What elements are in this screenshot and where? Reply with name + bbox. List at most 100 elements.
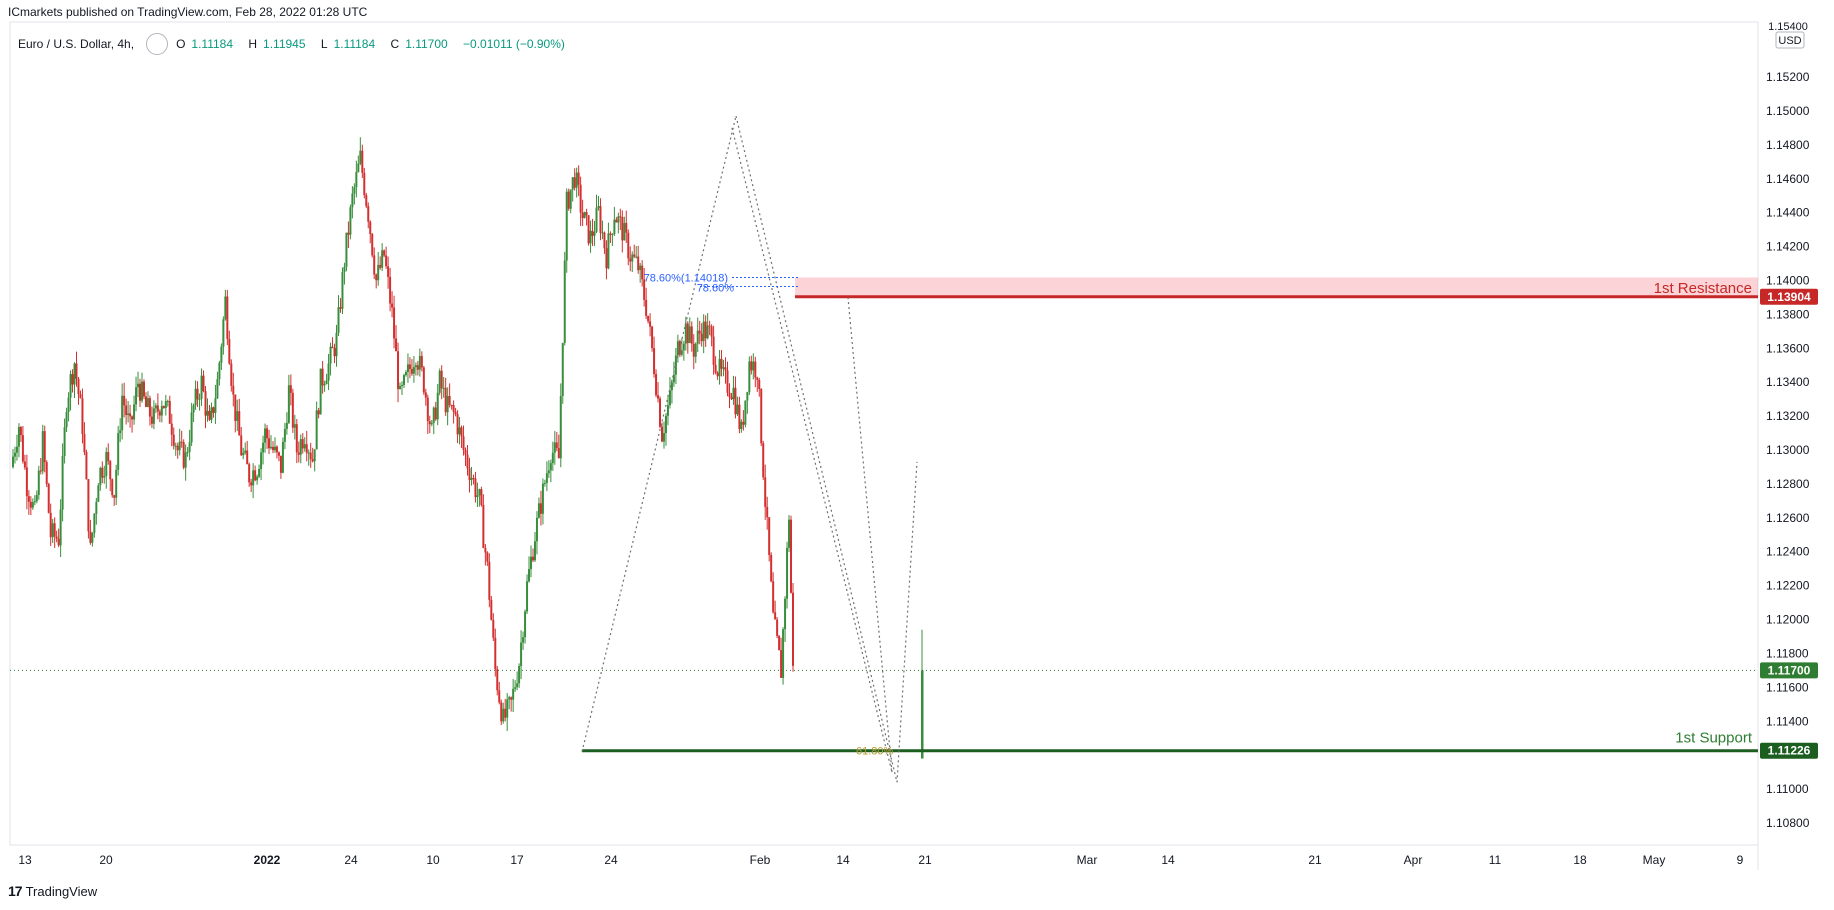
candle [442,376,445,398]
candle [551,441,554,471]
price-tick: 1.14200 [1766,240,1810,254]
candle [404,370,407,377]
candle [117,425,120,476]
candle [154,403,157,414]
candle [206,398,209,422]
candle [129,404,132,428]
price-chart[interactable]: 1st Resistance 1st Support 78.60%(1.14018)… [0,0,1834,870]
candle [238,398,241,436]
candle [476,482,479,508]
candle [95,497,98,525]
candle [85,449,88,480]
candle [73,362,76,399]
candle [593,220,596,246]
candle [728,383,731,409]
candle [270,435,273,450]
candle [123,382,126,418]
candle [635,246,638,259]
candle [776,617,779,639]
candle [754,356,757,388]
candle [643,268,646,307]
candle [375,273,378,289]
candle [115,464,118,506]
candle [343,262,346,285]
candle [428,415,431,434]
price-tick: 1.12200 [1766,579,1810,593]
candle [605,240,608,280]
price-axis[interactable]: 1.15400 USD 1.15200 1.15000 1.14800 1.14600 1.… [1760,21,1818,830]
candle [53,517,56,548]
candle [287,374,290,425]
candle [325,373,328,385]
chart-frame [9,21,1759,870]
candle [617,212,620,234]
candle [180,430,183,448]
candle [456,410,459,444]
candle [210,402,213,424]
candle [670,379,673,404]
candle [623,216,626,241]
candle [77,377,80,405]
candle [484,543,487,566]
price-tick: 1.13600 [1766,341,1810,355]
candle [331,337,334,349]
candle [784,596,787,642]
candle [700,323,703,347]
candle [15,434,18,461]
candle [438,368,441,396]
candle [774,600,777,620]
candle [351,186,354,219]
candle [133,395,136,425]
svg-text:1.11226: 1.11226 [1768,744,1811,758]
candle [637,245,640,274]
candle [216,371,219,399]
candle [690,321,693,352]
svg-text:1.11700: 1.11700 [1768,663,1811,677]
candle [75,351,78,387]
candle [160,400,163,423]
candle [156,393,159,420]
candle [607,222,610,270]
candle [520,630,523,680]
candle [321,361,324,394]
candle [426,394,429,434]
candle [170,413,173,447]
price-tick: 1.12600 [1766,511,1810,525]
candle [47,482,50,514]
candle [347,221,350,249]
time-tick: 21 [1308,853,1322,867]
candle [252,463,255,499]
price-tick: 1.11600 [1766,680,1809,694]
time-tick: 21 [918,853,932,867]
candle [256,474,259,485]
currency-label: USD [1778,35,1801,47]
candle [307,449,310,466]
candle [653,336,656,378]
candle [408,357,411,379]
candle [79,390,82,399]
candle [127,401,130,423]
candle [311,447,314,463]
candle [516,671,519,691]
tradingview-logo-icon: 17 [8,883,23,899]
candle [613,206,616,237]
candle [680,338,683,357]
time-axis[interactable]: 13 20 2022 24 10 17 24 Feb 14 21 Mar 14 21 Apr 11 18 May… [18,853,1743,867]
candle [454,407,457,417]
candle [458,416,461,445]
candle [67,392,70,422]
candle [268,429,271,455]
price-tick: 1.11800 [1766,646,1809,660]
candle [470,466,473,486]
candle [111,478,114,498]
circle-icon[interactable] [146,33,169,55]
candle [595,194,598,234]
candle [113,494,116,506]
candle [645,287,648,320]
price-label: 1.11226 [1760,742,1818,759]
candle [537,497,540,519]
footer-brand[interactable]: 17 TradingView [8,883,97,899]
candle [262,435,265,465]
candle [531,548,534,563]
candle [746,391,749,414]
